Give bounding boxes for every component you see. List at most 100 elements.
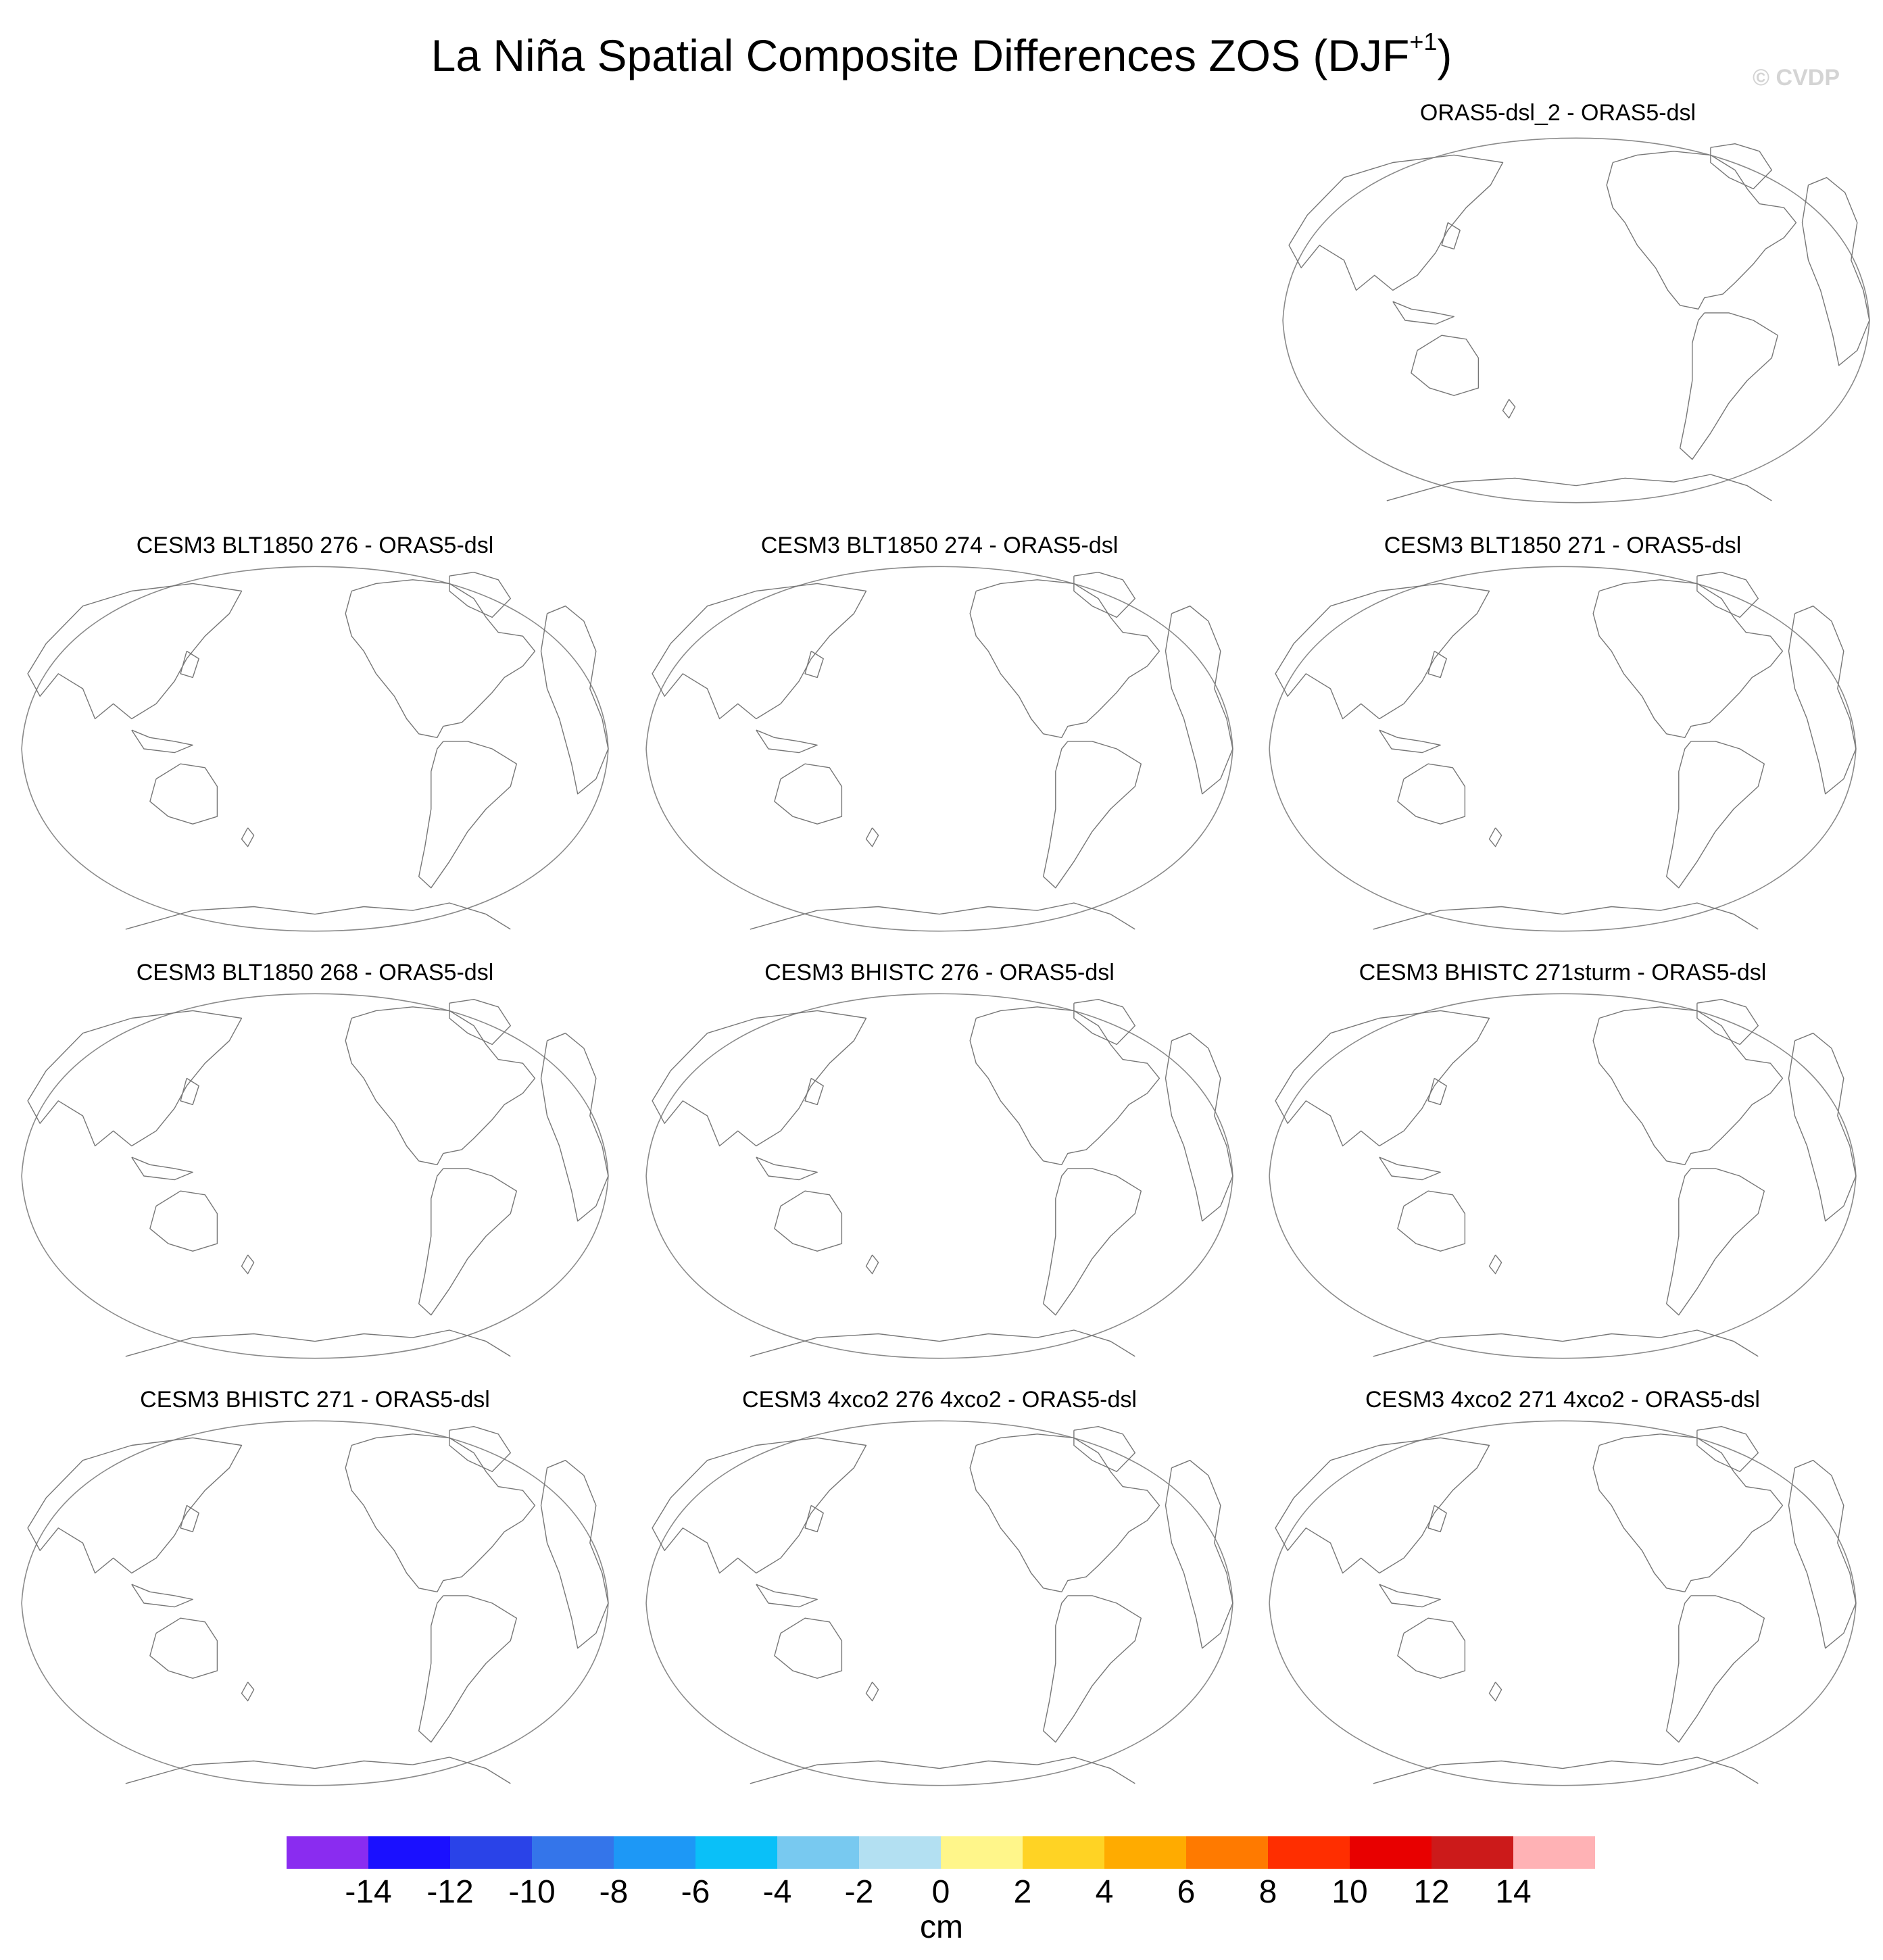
colorbar-segment xyxy=(859,1836,942,1869)
colorbar-tick-label: -2 xyxy=(844,1874,874,1910)
coastline xyxy=(1427,650,1447,679)
world-map xyxy=(1269,1420,1857,1786)
coastline xyxy=(1373,1757,1759,1784)
panel-title: CESM3 4xco2 276 4xco2 - ORAS5-dsl xyxy=(742,1387,1137,1413)
colorbar-segment xyxy=(450,1836,533,1869)
coastline xyxy=(865,827,879,848)
colorbar-segment xyxy=(368,1836,451,1869)
coastline xyxy=(652,1437,867,1574)
coastline xyxy=(27,1437,243,1574)
coastline xyxy=(750,1757,1135,1784)
coastline xyxy=(1275,1437,1490,1574)
colorbar-tick-label: 12 xyxy=(1413,1874,1450,1910)
coastline xyxy=(1165,605,1233,795)
coastline xyxy=(804,650,824,679)
panel-title: CESM3 BHISTC 276 - ORAS5-dsl xyxy=(764,960,1115,985)
coastline xyxy=(1165,1032,1233,1222)
coastline xyxy=(865,1682,879,1702)
colorbar-tick-label: -14 xyxy=(345,1874,392,1910)
coastline xyxy=(1043,1168,1142,1316)
coastline xyxy=(1275,583,1490,720)
coastline xyxy=(540,1459,609,1649)
colorbar-units: cm xyxy=(920,1909,963,1945)
coastline xyxy=(241,1254,255,1275)
colorbar-tick-label: 4 xyxy=(1095,1874,1114,1910)
map-boundary xyxy=(645,993,1233,1359)
world-map xyxy=(21,566,609,932)
coastline xyxy=(1165,1459,1233,1649)
coastline xyxy=(418,1168,517,1316)
world-map xyxy=(645,566,1233,932)
colorbar xyxy=(287,1836,1595,1869)
coastline xyxy=(1373,1329,1759,1357)
coastline xyxy=(1397,1190,1466,1252)
coastline xyxy=(1788,1032,1857,1222)
coastline xyxy=(131,1156,193,1181)
coastline xyxy=(149,1617,218,1679)
coastline xyxy=(750,1329,1135,1357)
colorbar-segment xyxy=(1513,1836,1595,1869)
coastline xyxy=(1801,176,1870,366)
world-map xyxy=(1269,566,1857,932)
coastline xyxy=(1397,763,1466,825)
colorbar-tick-label: 2 xyxy=(1013,1874,1032,1910)
colorbar-tick-label: 0 xyxy=(931,1874,950,1910)
coastline xyxy=(750,902,1135,930)
coastline xyxy=(1788,605,1857,795)
coastline xyxy=(180,1504,199,1533)
coastline xyxy=(1043,741,1142,889)
map-boundary xyxy=(1269,566,1857,932)
panel-title: CESM3 4xco2 271 4xco2 - ORAS5-dsl xyxy=(1365,1387,1760,1413)
world-map xyxy=(1282,137,1870,504)
coastline xyxy=(149,1190,218,1252)
coastline xyxy=(756,1156,818,1181)
map-boundary xyxy=(1282,137,1870,504)
coastline xyxy=(27,1010,243,1147)
coastline xyxy=(1275,1010,1490,1147)
colorbar-tick-label: 8 xyxy=(1258,1874,1277,1910)
coastline xyxy=(1666,1168,1765,1316)
coastline xyxy=(345,579,536,738)
colorbar-segment xyxy=(1350,1836,1432,1869)
coastline xyxy=(1379,1156,1441,1181)
colorbar-tick-label: 6 xyxy=(1177,1874,1196,1910)
coastline xyxy=(449,1426,511,1473)
coastline xyxy=(540,1032,609,1222)
panel-title: ORAS5-dsl_2 - ORAS5-dsl xyxy=(1419,100,1696,126)
colorbar-segment xyxy=(695,1836,778,1869)
coastline xyxy=(241,827,255,848)
map-boundary xyxy=(645,1420,1233,1786)
map-boundary xyxy=(21,1420,609,1786)
coastline xyxy=(1488,827,1502,848)
coastline xyxy=(969,579,1160,738)
coastline xyxy=(418,1595,517,1743)
world-map xyxy=(21,993,609,1359)
coastline xyxy=(1427,1504,1447,1533)
coastline xyxy=(1488,1682,1502,1702)
colorbar-segment xyxy=(614,1836,696,1869)
panel-title: CESM3 BHISTC 271 - ORAS5-dsl xyxy=(140,1387,490,1413)
colorbar-tick-label: 10 xyxy=(1331,1874,1368,1910)
coastline xyxy=(345,1006,536,1165)
colorbar-tick-label: -10 xyxy=(508,1874,556,1910)
panel-title: CESM3 BLT1850 271 - ORAS5-dsl xyxy=(1384,533,1742,558)
world-map xyxy=(645,993,1233,1359)
coastline xyxy=(1606,151,1797,310)
coastline xyxy=(1288,154,1504,291)
coastline xyxy=(131,729,193,754)
coastline xyxy=(180,1077,199,1106)
coastline xyxy=(1592,1434,1784,1592)
panel-title: CESM3 BLT1850 268 - ORAS5-dsl xyxy=(136,960,494,985)
world-map xyxy=(1269,993,1857,1359)
coastline xyxy=(1073,1426,1135,1473)
coastline xyxy=(125,1329,511,1357)
coastline xyxy=(540,605,609,795)
coastline xyxy=(1397,1617,1466,1679)
coastline xyxy=(1592,1006,1784,1165)
coastline xyxy=(125,1757,511,1784)
coastline xyxy=(1073,999,1135,1046)
colorbar-tick-label: -4 xyxy=(762,1874,792,1910)
coastline xyxy=(131,1584,193,1608)
colorbar-segment xyxy=(941,1836,1023,1869)
coastline xyxy=(1710,143,1772,190)
